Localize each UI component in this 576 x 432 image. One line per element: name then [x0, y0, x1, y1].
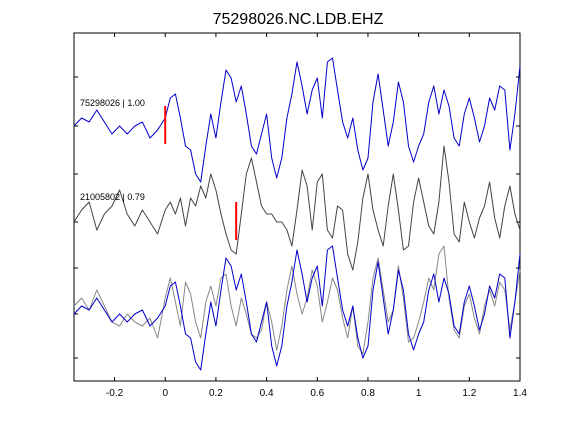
- plot-frame: [73, 32, 521, 382]
- chart-title: 75298026.NC.LDB.EHZ: [213, 11, 384, 28]
- trace-panel-2: 21005802 | 0.79: [73, 145, 521, 271]
- x-axis-ticks: -0.2 0 0.2 0.4 0.6 0.8 1 1.2 1.4: [106, 33, 527, 399]
- x-tick-label: 0.2: [209, 388, 223, 399]
- x-tick-label: 1.4: [513, 388, 527, 399]
- waveform-trace-3-1: [73, 245, 521, 355]
- x-tick-label: 0.8: [361, 388, 375, 399]
- waveform-trace-3-2: [73, 245, 521, 371]
- x-tick-label: 0: [162, 388, 168, 399]
- x-tick-label: -0.2: [106, 388, 124, 399]
- waveform-trace-1-1: [73, 57, 521, 183]
- trace-label: 75298026 | 1.00: [80, 98, 145, 108]
- x-tick-label: 0.4: [260, 388, 274, 399]
- x-tick-label: 1.2: [462, 388, 476, 399]
- trace-panel-1: 75298026 | 1.00: [73, 57, 521, 183]
- y-axis-ticks: [74, 76, 520, 359]
- trace-panel-3: [73, 245, 521, 371]
- trace-label: 21005802 | 0.79: [80, 192, 145, 202]
- waveform-trace-2-1: [73, 145, 521, 271]
- x-tick-label: 1: [416, 388, 422, 399]
- trace-panels: 75298026 | 1.00 21005802 | 0.79: [73, 57, 521, 371]
- x-tick-label: 0.6: [310, 388, 324, 399]
